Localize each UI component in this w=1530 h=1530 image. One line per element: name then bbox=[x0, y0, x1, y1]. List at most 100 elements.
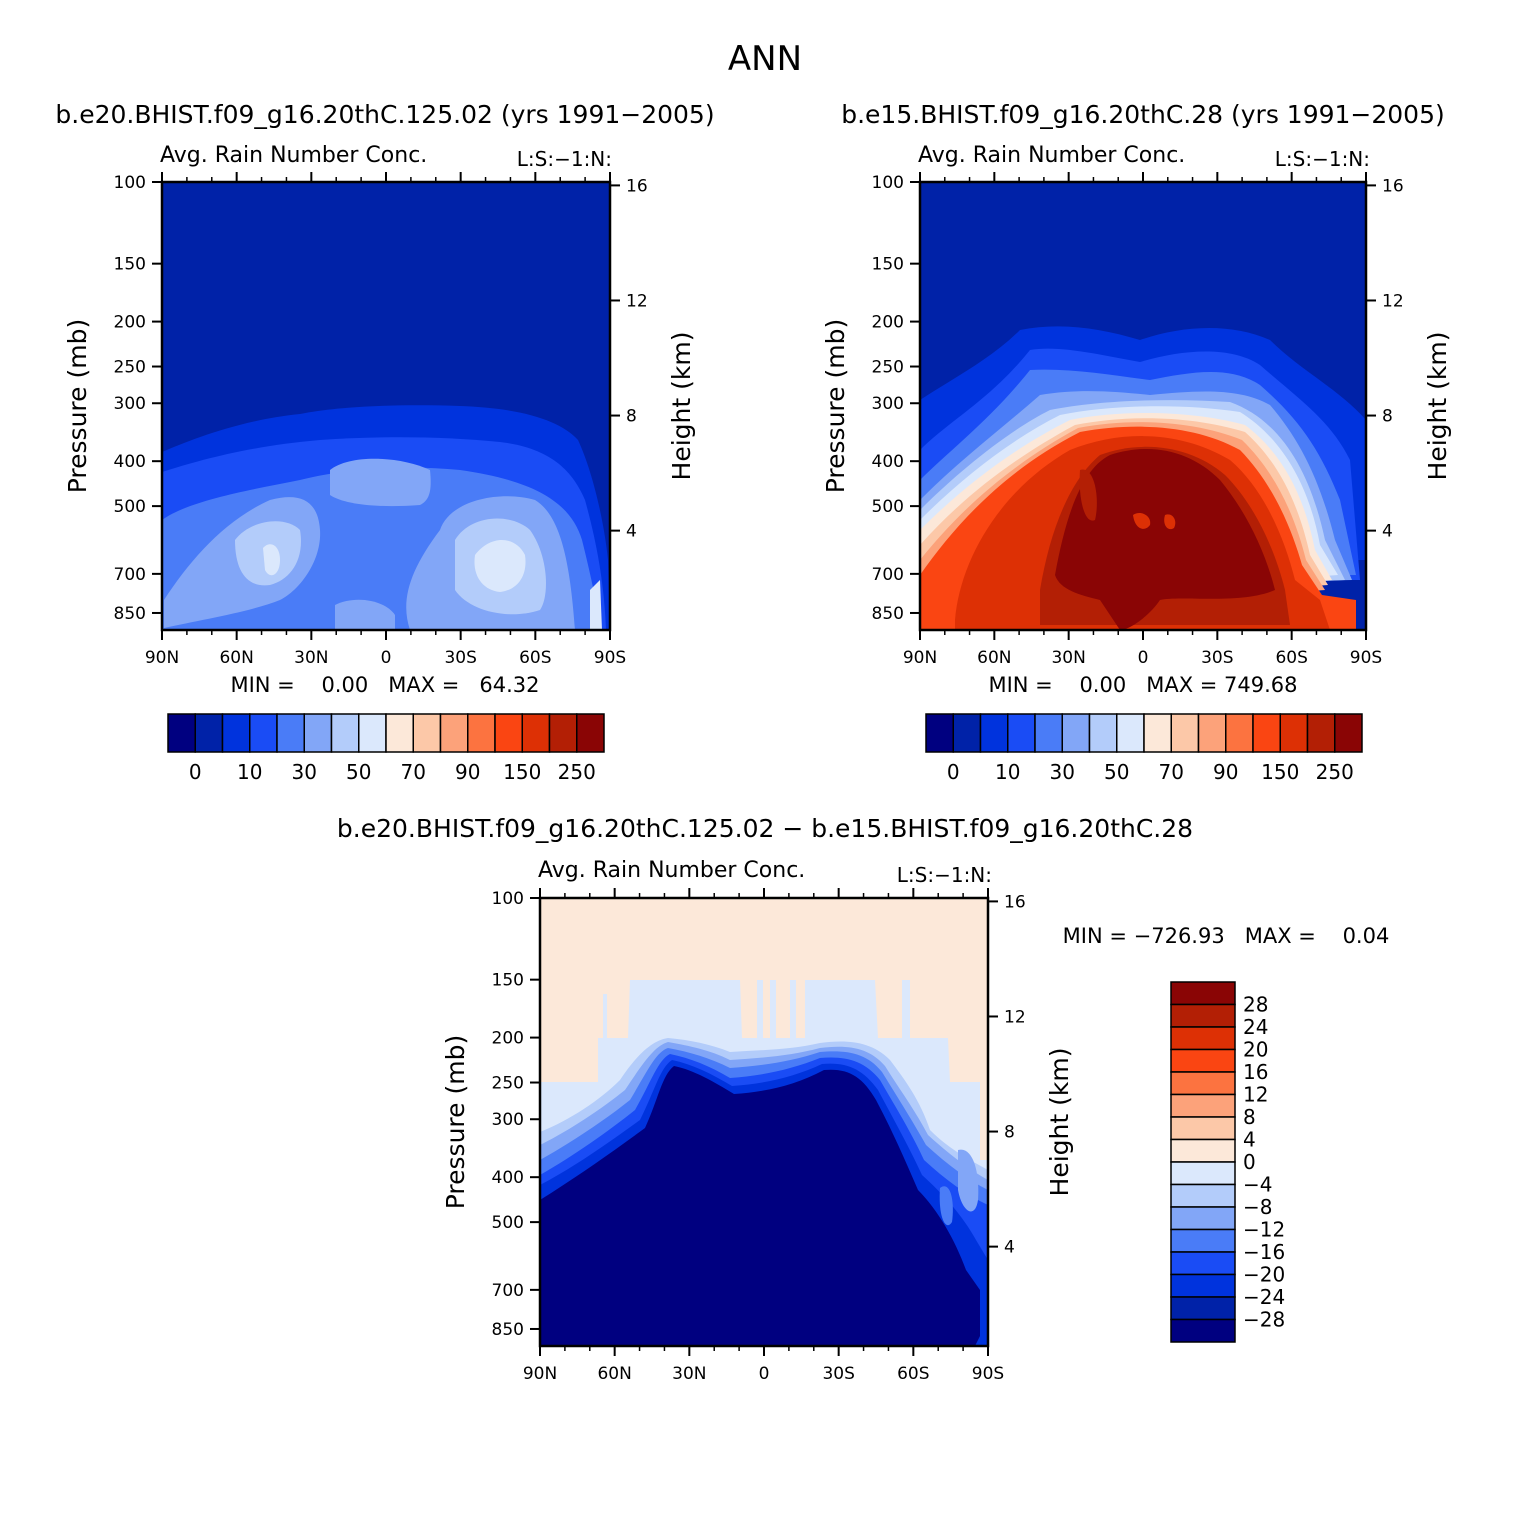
y-tick-label: 100 bbox=[492, 889, 524, 909]
x-tick-label: 30S bbox=[822, 1364, 854, 1384]
panel-3-pocket-b bbox=[958, 1149, 979, 1212]
colorbar-swatch bbox=[952, 713, 982, 753]
colorbar-swatch bbox=[1252, 713, 1281, 753]
y-tick-label: 200 bbox=[872, 313, 904, 333]
colorbar-label: 0 bbox=[1243, 1150, 1256, 1174]
x-tick-label: 30S bbox=[1201, 648, 1233, 668]
colorbar-label: 250 bbox=[1316, 760, 1354, 784]
colorbar-swatch bbox=[1007, 713, 1036, 753]
colorbar-label: −24 bbox=[1243, 1285, 1285, 1309]
colorbar-swatch bbox=[1170, 1138, 1236, 1163]
y-tick-label: 400 bbox=[872, 452, 904, 472]
colorbar-label: 28 bbox=[1243, 993, 1268, 1017]
right-tick-label: 4 bbox=[1382, 522, 1393, 542]
panel-2-y-ticks: 100 150 200 250 300 400 500 700 850 bbox=[872, 173, 920, 624]
colorbar-label: −4 bbox=[1243, 1173, 1272, 1197]
colorbar-swatch bbox=[303, 713, 333, 753]
panel-2-x-ticks: 90N 60N 30N 0 30S 60S 90S bbox=[903, 172, 1382, 668]
panel-3: b.e20.BHIST.f09_g16.20thC.125.02 − b.e15… bbox=[337, 814, 1389, 1384]
x-tick-label: 60N bbox=[219, 648, 253, 668]
right-tick-label: 4 bbox=[626, 522, 637, 542]
y-tick-label: 850 bbox=[872, 604, 904, 624]
panel-3-spike-5 bbox=[902, 980, 910, 1038]
y-tick-label: 150 bbox=[872, 255, 904, 275]
y-tick-label: 300 bbox=[872, 394, 904, 414]
panel-3-title: b.e20.BHIST.f09_g16.20thC.125.02 − b.e15… bbox=[337, 814, 1193, 843]
x-tick-label: 0 bbox=[381, 648, 392, 668]
colorbar-swatch bbox=[1143, 713, 1172, 753]
panel-3-right-ticks: 16 12 8 4 bbox=[988, 892, 1026, 1258]
panel-2-level-13b bbox=[1079, 469, 1097, 521]
panel-2-subtitle: Avg. Rain Number Conc. bbox=[918, 143, 1185, 168]
y-tick-label: 500 bbox=[872, 497, 904, 517]
y-tick-label: 500 bbox=[114, 497, 146, 517]
colorbar-swatch bbox=[1170, 1206, 1236, 1231]
panel-2-colorbar: 0 10 30 50 70 90 150 250 bbox=[925, 713, 1363, 784]
panel-3-level-minus28 bbox=[540, 1066, 980, 1346]
panel-3-field bbox=[540, 898, 988, 1346]
colorbar-label: 24 bbox=[1243, 1015, 1268, 1039]
y-tick-label: 500 bbox=[492, 1213, 524, 1233]
right-tick-label: 16 bbox=[626, 176, 648, 196]
panel-1: b.e20.BHIST.f09_g16.20thC.125.02 (yrs 19… bbox=[55, 100, 714, 784]
panel-3-spike-4 bbox=[790, 980, 796, 1038]
panel-2-title: b.e15.BHIST.f09_g16.20thC.28 (yrs 1991−2… bbox=[841, 100, 1445, 129]
x-tick-label: 30N bbox=[294, 648, 328, 668]
colorbar-label: 90 bbox=[455, 760, 480, 784]
colorbar-label: 30 bbox=[1050, 760, 1075, 784]
panel-2-ylabel-right: Height (km) bbox=[1423, 332, 1452, 481]
y-tick-label: 700 bbox=[114, 565, 146, 585]
panel-1-level-5 bbox=[330, 458, 431, 507]
x-tick-label: 60S bbox=[897, 1364, 929, 1384]
colorbar-label: 12 bbox=[1243, 1083, 1268, 1107]
y-tick-label: 200 bbox=[492, 1029, 524, 1049]
x-tick-label: 90N bbox=[145, 648, 179, 668]
colorbar-swatch bbox=[1170, 981, 1236, 1006]
panel-1-ylabel-right: Height (km) bbox=[667, 332, 696, 481]
colorbar-label: −28 bbox=[1243, 1308, 1285, 1332]
panel-1-colorbar: 0 10 30 50 70 90 150 250 bbox=[167, 713, 605, 784]
y-tick-label: 200 bbox=[114, 313, 146, 333]
panel-3-corner-label: L:S:−1:N: bbox=[897, 863, 992, 887]
right-tick-label: 16 bbox=[1382, 176, 1404, 196]
panel-2-right-ticks: 16 12 8 4 bbox=[1366, 176, 1404, 542]
colorbar-label: 70 bbox=[1159, 760, 1184, 784]
colorbar-swatch bbox=[979, 713, 1009, 753]
colorbar-swatch bbox=[1334, 713, 1363, 753]
colorbar-label: −12 bbox=[1243, 1218, 1285, 1242]
panel-3-ylabel: Pressure (mb) bbox=[441, 1035, 470, 1209]
colorbar-swatch bbox=[1170, 1183, 1236, 1208]
panel-1-corner-label: L:S:−1:N: bbox=[517, 147, 612, 171]
colorbar-swatch bbox=[221, 713, 251, 753]
panel-2-level-12c bbox=[1164, 514, 1176, 530]
panel-3-y-ticks: 100 150 200 250 300 400 500 700 850 bbox=[492, 889, 540, 1340]
colorbar-swatch bbox=[548, 713, 578, 753]
y-tick-label: 300 bbox=[492, 1110, 524, 1130]
panel-1-level-7b bbox=[263, 544, 280, 576]
colorbar-swatch bbox=[249, 713, 278, 753]
colorbar-swatch bbox=[1170, 1026, 1236, 1051]
right-tick-label: 8 bbox=[1004, 1123, 1015, 1143]
panel-2-level-14 bbox=[1055, 448, 1275, 630]
colorbar-swatch bbox=[467, 713, 496, 753]
colorbar-swatch bbox=[576, 713, 605, 753]
x-tick-label: 90S bbox=[1350, 648, 1382, 668]
colorbar-swatch bbox=[276, 713, 305, 753]
y-tick-label: 700 bbox=[872, 565, 904, 585]
x-tick-label: 30N bbox=[1051, 648, 1085, 668]
colorbar-swatch bbox=[1170, 1251, 1236, 1276]
panel-3-spike-1 bbox=[603, 994, 607, 1040]
panel-1-subtitle: Avg. Rain Number Conc. bbox=[160, 143, 427, 168]
panel-3-spike-3 bbox=[770, 980, 776, 1038]
colorbar-swatch bbox=[1116, 713, 1145, 753]
panel-1-y-ticks: 100 150 200 250 300 400 500 700 850 bbox=[114, 173, 162, 624]
colorbar-label: −16 bbox=[1243, 1240, 1285, 1264]
y-tick-label: 700 bbox=[492, 1281, 524, 1301]
colorbar-label: 70 bbox=[401, 760, 426, 784]
y-tick-label: 250 bbox=[492, 1074, 524, 1094]
y-tick-label: 150 bbox=[114, 255, 146, 275]
colorbar-swatch bbox=[412, 713, 442, 753]
panel-1-field bbox=[162, 182, 610, 630]
panel-1-ylabel: Pressure (mb) bbox=[63, 319, 92, 493]
y-tick-label: 400 bbox=[492, 1168, 524, 1188]
